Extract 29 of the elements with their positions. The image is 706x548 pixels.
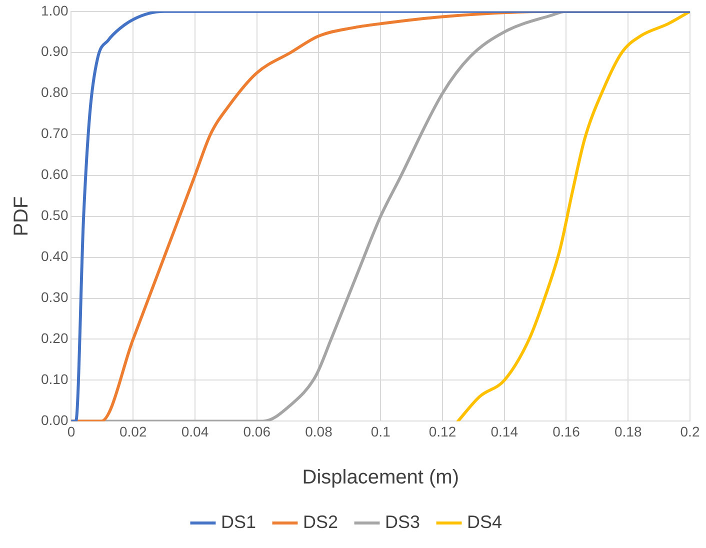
legend-label: DS1 [220, 512, 256, 532]
y-axis-title: PDF [10, 196, 33, 236]
x-tick-label: 0.12 [428, 423, 456, 440]
y-tick-label: 0.00 [41, 412, 68, 428]
y-tick-label: 0.50 [41, 207, 68, 224]
legend-label: DS2 [302, 512, 338, 532]
x-tick-label: 0.18 [614, 423, 642, 440]
y-tick-label: 0.70 [41, 125, 68, 142]
x-tick-label: 0.06 [243, 423, 271, 440]
x-tick-label: 0 [67, 423, 76, 440]
y-tick-label: 0.60 [41, 166, 68, 182]
x-axis-title: Displacement (m) [302, 466, 459, 489]
x-tick-label: 0.14 [490, 423, 518, 440]
y-tick-label: 0.80 [41, 84, 68, 100]
x-tick-label: 0.08 [305, 423, 333, 440]
x-tick-label: 0.04 [181, 423, 209, 440]
legend-label: DS4 [467, 512, 502, 532]
legend-label: DS3 [385, 512, 420, 532]
y-tick-label: 0.20 [41, 330, 68, 346]
line-series [71, 11, 690, 422]
y-tick-label: 0.90 [41, 43, 68, 60]
x-tick-label: 0.1 [370, 423, 391, 440]
y-tick-label: 0.40 [41, 248, 68, 264]
y-tick-label: 1.00 [41, 2, 68, 18]
y-tick-label: 0.30 [41, 289, 68, 306]
x-tick-label: 0.2 [680, 423, 700, 440]
x-tick-label: 0.02 [120, 423, 147, 440]
y-tick-label: 0.10 [41, 371, 68, 388]
x-tick-label: 0.16 [552, 423, 580, 440]
